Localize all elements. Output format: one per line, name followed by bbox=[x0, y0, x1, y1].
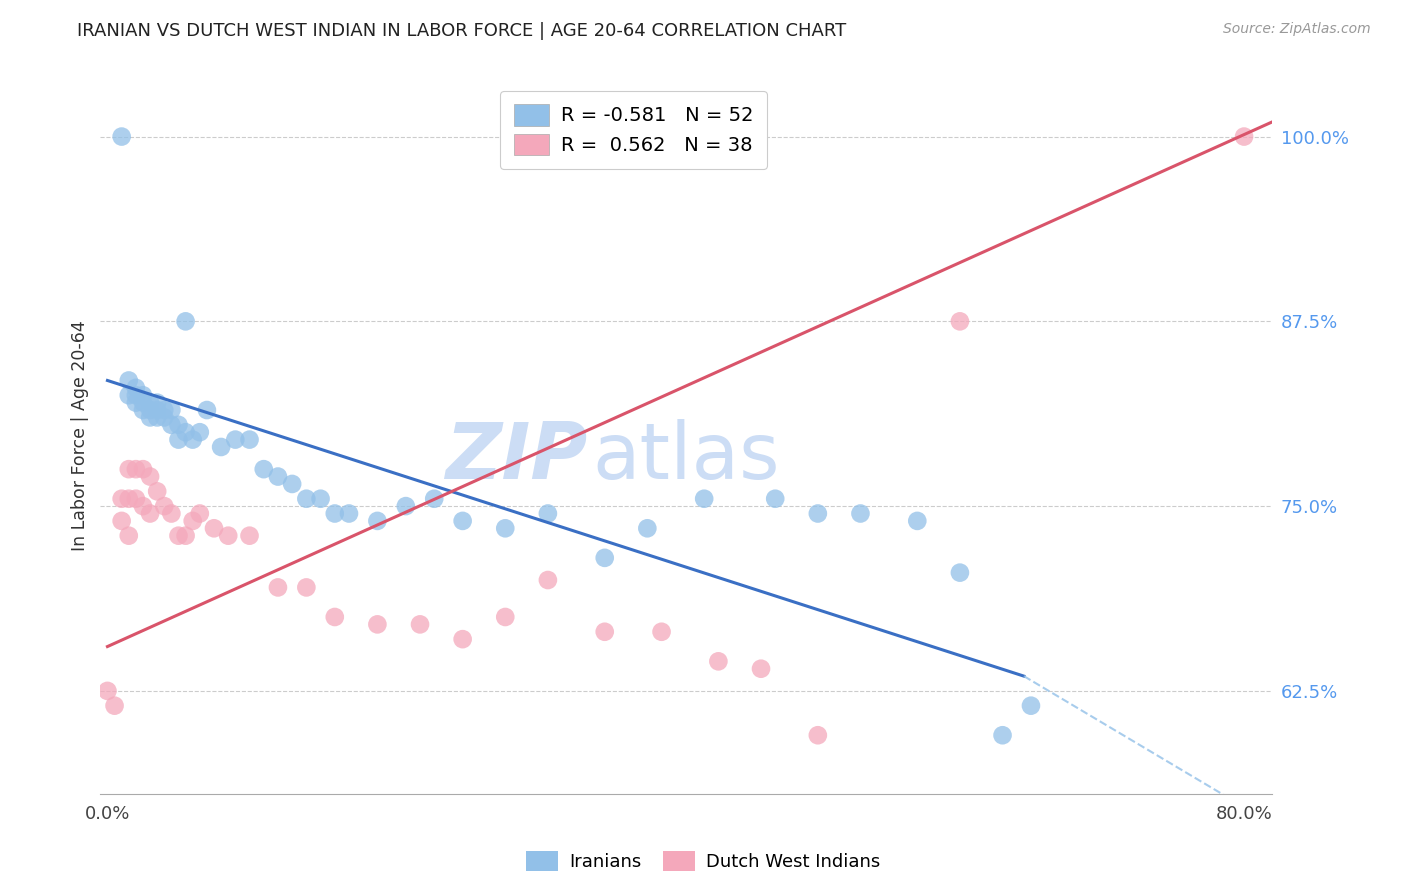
Point bbox=[153, 499, 176, 513]
Legend: R = -0.581   N = 52, R =  0.562   N = 38: R = -0.581 N = 52, R = 0.562 N = 38 bbox=[501, 91, 766, 169]
Point bbox=[188, 507, 211, 521]
Point bbox=[132, 462, 155, 476]
Point bbox=[217, 529, 239, 543]
Point bbox=[451, 514, 474, 528]
Point bbox=[167, 529, 190, 543]
Point bbox=[991, 728, 1014, 742]
Point bbox=[111, 514, 134, 528]
Legend: Iranians, Dutch West Indians: Iranians, Dutch West Indians bbox=[519, 844, 887, 879]
Point bbox=[181, 514, 204, 528]
Point bbox=[593, 550, 616, 565]
Point bbox=[238, 433, 260, 447]
Point bbox=[494, 610, 516, 624]
Point bbox=[111, 491, 134, 506]
Point bbox=[146, 395, 169, 409]
Point bbox=[139, 403, 162, 417]
Point bbox=[160, 417, 183, 432]
Text: atlas: atlas bbox=[593, 419, 780, 495]
Point bbox=[366, 617, 388, 632]
Point bbox=[1019, 698, 1042, 713]
Point bbox=[409, 617, 432, 632]
Point bbox=[366, 514, 388, 528]
Point bbox=[337, 507, 360, 521]
Point bbox=[395, 499, 418, 513]
Point bbox=[202, 521, 225, 535]
Point bbox=[763, 491, 786, 506]
Point bbox=[125, 381, 148, 395]
Point bbox=[195, 403, 218, 417]
Point bbox=[267, 469, 290, 483]
Point bbox=[224, 433, 246, 447]
Point bbox=[125, 395, 148, 409]
Point bbox=[807, 728, 830, 742]
Point bbox=[132, 388, 155, 402]
Point bbox=[423, 491, 446, 506]
Point bbox=[118, 374, 141, 388]
Point bbox=[139, 507, 162, 521]
Point bbox=[103, 698, 125, 713]
Point bbox=[111, 129, 134, 144]
Point bbox=[139, 395, 162, 409]
Point bbox=[267, 581, 290, 595]
Point bbox=[309, 491, 332, 506]
Point bbox=[132, 395, 155, 409]
Point bbox=[118, 462, 141, 476]
Point bbox=[636, 521, 658, 535]
Point bbox=[167, 417, 190, 432]
Point bbox=[849, 507, 872, 521]
Point bbox=[188, 425, 211, 440]
Point bbox=[323, 610, 346, 624]
Point bbox=[146, 484, 169, 499]
Point bbox=[125, 462, 148, 476]
Point bbox=[139, 410, 162, 425]
Point bbox=[1233, 129, 1256, 144]
Point bbox=[209, 440, 232, 454]
Point bbox=[96, 684, 118, 698]
Point bbox=[707, 654, 730, 668]
Point bbox=[139, 469, 162, 483]
Point bbox=[153, 403, 176, 417]
Point bbox=[160, 507, 183, 521]
Point bbox=[537, 573, 560, 587]
Point bbox=[451, 632, 474, 647]
Point bbox=[238, 529, 260, 543]
Point bbox=[118, 388, 141, 402]
Point bbox=[693, 491, 716, 506]
Point bbox=[181, 433, 204, 447]
Point bbox=[160, 403, 183, 417]
Point bbox=[807, 507, 830, 521]
Point bbox=[905, 514, 928, 528]
Point bbox=[537, 507, 560, 521]
Point bbox=[651, 624, 673, 639]
Point bbox=[281, 477, 304, 491]
Point bbox=[153, 410, 176, 425]
Text: ZIP: ZIP bbox=[444, 419, 586, 495]
Point bbox=[174, 314, 197, 328]
Point bbox=[295, 491, 318, 506]
Point bbox=[749, 662, 772, 676]
Point bbox=[949, 566, 972, 580]
Point bbox=[174, 425, 197, 440]
Point bbox=[132, 499, 155, 513]
Point bbox=[295, 581, 318, 595]
Point bbox=[125, 491, 148, 506]
Point bbox=[118, 491, 141, 506]
Point bbox=[118, 529, 141, 543]
Point bbox=[323, 507, 346, 521]
Y-axis label: In Labor Force | Age 20-64: In Labor Force | Age 20-64 bbox=[72, 320, 89, 551]
Point bbox=[132, 403, 155, 417]
Point bbox=[253, 462, 276, 476]
Point bbox=[593, 624, 616, 639]
Point bbox=[146, 403, 169, 417]
Text: IRANIAN VS DUTCH WEST INDIAN IN LABOR FORCE | AGE 20-64 CORRELATION CHART: IRANIAN VS DUTCH WEST INDIAN IN LABOR FO… bbox=[77, 22, 846, 40]
Point bbox=[174, 529, 197, 543]
Point bbox=[167, 433, 190, 447]
Point bbox=[125, 388, 148, 402]
Point bbox=[949, 314, 972, 328]
Text: Source: ZipAtlas.com: Source: ZipAtlas.com bbox=[1223, 22, 1371, 37]
Point bbox=[146, 410, 169, 425]
Point bbox=[494, 521, 516, 535]
